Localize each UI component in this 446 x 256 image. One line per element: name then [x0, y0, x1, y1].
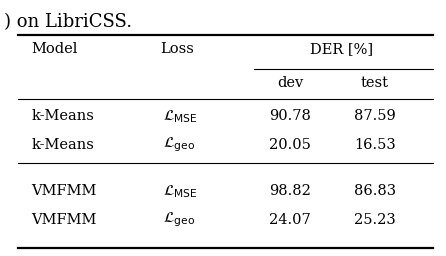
Text: $\mathcal{L}_{\mathrm{geo}}$: $\mathcal{L}_{\mathrm{geo}}$ [163, 210, 195, 229]
Text: Loss: Loss [161, 42, 194, 56]
Text: 16.53: 16.53 [354, 138, 396, 152]
Text: $\mathcal{L}_{\mathrm{geo}}$: $\mathcal{L}_{\mathrm{geo}}$ [163, 135, 195, 154]
Text: 20.05: 20.05 [269, 138, 311, 152]
Text: Model: Model [31, 42, 78, 56]
Text: k-Means: k-Means [31, 110, 94, 123]
Text: ) on LibriCSS.: ) on LibriCSS. [4, 13, 132, 31]
Text: 24.07: 24.07 [269, 212, 311, 227]
Text: k-Means: k-Means [31, 138, 94, 152]
Text: 25.23: 25.23 [354, 212, 396, 227]
Text: test: test [361, 76, 388, 90]
Text: 87.59: 87.59 [354, 110, 396, 123]
Text: VMFMM: VMFMM [31, 212, 97, 227]
Text: 86.83: 86.83 [354, 184, 396, 198]
Text: $\mathcal{L}_{\mathrm{MSE}}$: $\mathcal{L}_{\mathrm{MSE}}$ [163, 108, 198, 125]
Text: VMFMM: VMFMM [31, 184, 97, 198]
Text: $\mathcal{L}_{\mathrm{MSE}}$: $\mathcal{L}_{\mathrm{MSE}}$ [163, 183, 198, 200]
Text: 90.78: 90.78 [269, 110, 311, 123]
Text: dev: dev [277, 76, 303, 90]
Text: DER [%]: DER [%] [310, 42, 373, 56]
Text: 98.82: 98.82 [269, 184, 311, 198]
